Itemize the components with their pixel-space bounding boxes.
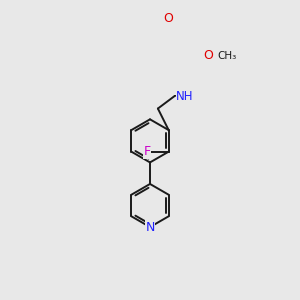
Text: F: F [144, 145, 151, 158]
Text: NH: NH [176, 90, 194, 103]
Text: CH₃: CH₃ [218, 51, 237, 61]
Text: O: O [164, 12, 174, 25]
Text: O: O [204, 49, 214, 62]
Text: N: N [145, 220, 155, 234]
